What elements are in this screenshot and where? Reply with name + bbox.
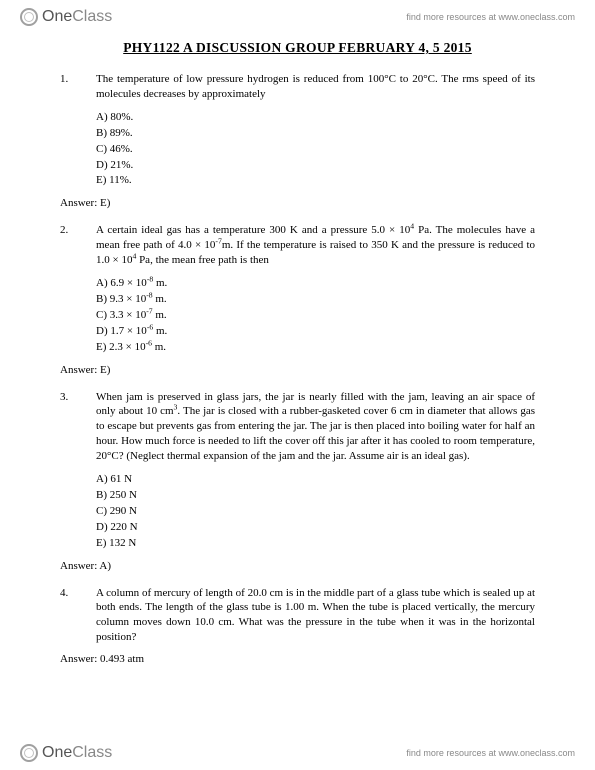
choice-list: A) 61 NB) 250 NC) 290 ND) 220 NE) 132 N bbox=[96, 472, 535, 552]
logo-text-one: One bbox=[42, 8, 72, 26]
answer-line: Answer: 0.493 atm bbox=[60, 653, 535, 665]
choice-list: A) 80%.B) 89%.C) 46%.D) 21%.E) 11%. bbox=[96, 110, 535, 190]
choice-item: A) 80%. bbox=[96, 110, 535, 126]
choice-item: D) 21%. bbox=[96, 158, 535, 174]
footer-logo-text-one: One bbox=[42, 744, 72, 762]
choice-item: A) 61 N bbox=[96, 472, 535, 488]
choice-item: B) 9.3 × 10-8 m. bbox=[96, 292, 535, 308]
choice-item: B) 250 N bbox=[96, 488, 535, 504]
choice-item: A) 6.9 × 10-8 m. bbox=[96, 276, 535, 292]
logo-text-class: Class bbox=[72, 8, 112, 26]
choice-item: B) 89%. bbox=[96, 126, 535, 142]
question-number: 1. bbox=[60, 72, 96, 102]
choice-item: C) 46%. bbox=[96, 142, 535, 158]
bottom-footer: OneClass find more resources at www.onec… bbox=[0, 740, 595, 770]
footer-tagline: find more resources at www.oneclass.com bbox=[406, 748, 575, 758]
choice-item: D) 220 N bbox=[96, 520, 535, 536]
question-text: The temperature of low pressure hydrogen… bbox=[96, 72, 535, 102]
footer-logo-text-class: Class bbox=[72, 744, 112, 762]
page-title: PHY1122 A DISCUSSION GROUP FEBRUARY 4, 5… bbox=[60, 40, 535, 56]
top-header: OneClass find more resources at www.onec… bbox=[0, 0, 595, 30]
question-number: 4. bbox=[60, 586, 96, 645]
question-block: 2.A certain ideal gas has a temperature … bbox=[60, 223, 535, 268]
brand-logo: OneClass bbox=[20, 8, 112, 26]
choice-item: E) 11%. bbox=[96, 173, 535, 189]
question-block: 3.When jam is preserved in glass jars, t… bbox=[60, 390, 535, 464]
choice-item: C) 3.3 × 10-7 m. bbox=[96, 308, 535, 324]
document-body: PHY1122 A DISCUSSION GROUP FEBRUARY 4, 5… bbox=[0, 30, 595, 665]
question-number: 2. bbox=[60, 223, 96, 268]
question-text: A column of mercury of length of 20.0 cm… bbox=[96, 586, 535, 645]
question-text: When jam is preserved in glass jars, the… bbox=[96, 390, 535, 464]
choice-item: D) 1.7 × 10-6 m. bbox=[96, 324, 535, 340]
choice-list: A) 6.9 × 10-8 m.B) 9.3 × 10-8 m.C) 3.3 ×… bbox=[96, 276, 535, 356]
question-text: A certain ideal gas has a temperature 30… bbox=[96, 223, 535, 268]
footer-brand-logo: OneClass bbox=[20, 744, 112, 762]
answer-line: Answer: E) bbox=[60, 197, 535, 209]
question-number: 3. bbox=[60, 390, 96, 464]
choice-item: E) 2.3 × 10-6 m. bbox=[96, 340, 535, 356]
answer-line: Answer: E) bbox=[60, 364, 535, 376]
choice-item: E) 132 N bbox=[96, 536, 535, 552]
header-tagline: find more resources at www.oneclass.com bbox=[406, 12, 575, 22]
question-block: 4.A column of mercury of length of 20.0 … bbox=[60, 586, 535, 645]
footer-logo-circle-icon bbox=[20, 744, 38, 762]
answer-line: Answer: A) bbox=[60, 560, 535, 572]
logo-circle-icon bbox=[20, 8, 38, 26]
questions-list: 1.The temperature of low pressure hydrog… bbox=[60, 72, 535, 665]
choice-item: C) 290 N bbox=[96, 504, 535, 520]
question-block: 1.The temperature of low pressure hydrog… bbox=[60, 72, 535, 102]
